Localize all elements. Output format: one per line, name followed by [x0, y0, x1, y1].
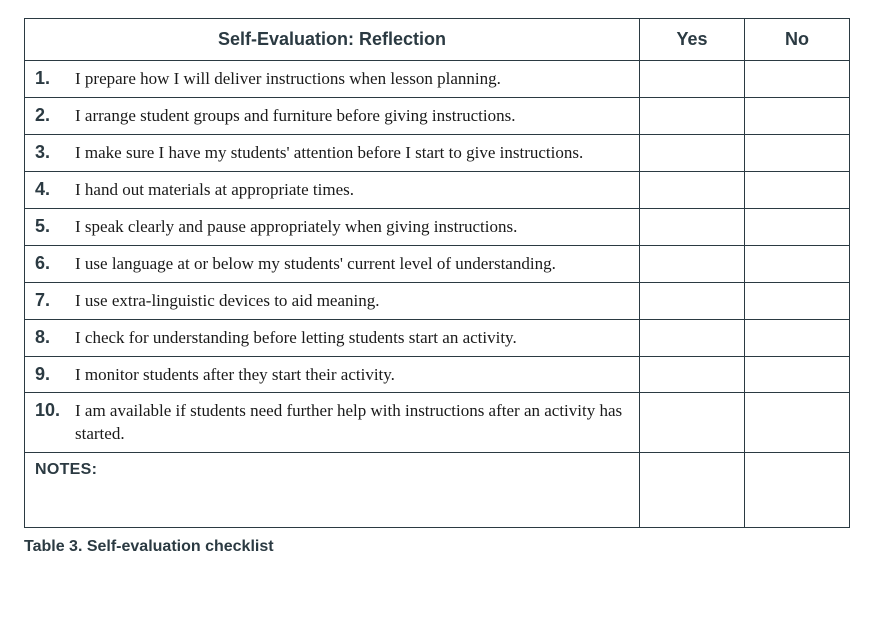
item-cell: 1. I prepare how I will deliver instructi… — [25, 61, 640, 98]
table-row: 8. I check for understanding before letti… — [25, 319, 850, 356]
table-row: 10. I am available if students need furth… — [25, 393, 850, 453]
item-cell: 7. I use extra-linguistic devices to aid … — [25, 282, 640, 319]
item-cell: 10. I am available if students need furth… — [25, 393, 640, 453]
item-text: I arrange student groups and furniture b… — [75, 104, 515, 128]
table-row: 9. I monitor students after they start th… — [25, 356, 850, 393]
table-row: 5. I speak clearly and pause appropriatel… — [25, 208, 850, 245]
notes-label: NOTES: — [35, 461, 97, 478]
item-number: 1. — [35, 67, 69, 90]
item-cell: 4. I hand out materials at appropriate ti… — [25, 171, 640, 208]
yes-cell[interactable] — [640, 134, 745, 171]
table-row: 1. I prepare how I will deliver instructi… — [25, 61, 850, 98]
table-caption: Table 3. Self-evaluation checklist — [24, 538, 850, 556]
no-cell[interactable] — [745, 356, 850, 393]
no-cell[interactable] — [745, 171, 850, 208]
col-header-yes: Yes — [640, 19, 745, 61]
no-cell[interactable] — [745, 245, 850, 282]
item-number: 9. — [35, 363, 69, 386]
yes-cell[interactable] — [640, 97, 745, 134]
table-row: 6. I use language at or below my students… — [25, 245, 850, 282]
no-cell[interactable] — [745, 282, 850, 319]
no-cell[interactable] — [745, 208, 850, 245]
item-text: I monitor students after they start thei… — [75, 363, 395, 387]
col-header-no: No — [745, 19, 850, 61]
item-cell: 3. I make sure I have my students' attent… — [25, 134, 640, 171]
table-title: Self-Evaluation: Reflection — [25, 19, 640, 61]
item-text: I make sure I have my students' attentio… — [75, 141, 583, 165]
item-text: I use language at or below my students' … — [75, 252, 556, 276]
item-text: I speak clearly and pause appropriately … — [75, 215, 517, 239]
no-cell[interactable] — [745, 97, 850, 134]
yes-cell[interactable] — [640, 282, 745, 319]
yes-cell[interactable] — [640, 61, 745, 98]
no-cell[interactable] — [745, 393, 850, 453]
table-header-row: Self-Evaluation: Reflection Yes No — [25, 19, 850, 61]
table-row: 3. I make sure I have my students' attent… — [25, 134, 850, 171]
item-number: 8. — [35, 326, 69, 349]
item-text: I am available if students need further … — [75, 399, 629, 446]
yes-cell[interactable] — [640, 245, 745, 282]
item-text: I prepare how I will deliver instruction… — [75, 67, 501, 91]
yes-cell[interactable] — [640, 453, 745, 528]
item-text: I hand out materials at appropriate time… — [75, 178, 354, 202]
no-cell[interactable] — [745, 134, 850, 171]
yes-cell[interactable] — [640, 356, 745, 393]
item-text: I use extra-linguistic devices to aid me… — [75, 289, 380, 313]
item-number: 6. — [35, 252, 69, 275]
yes-cell[interactable] — [640, 171, 745, 208]
item-cell: 6. I use language at or below my students… — [25, 245, 640, 282]
item-number: 5. — [35, 215, 69, 238]
item-cell: 5. I speak clearly and pause appropriatel… — [25, 208, 640, 245]
table-row: 7. I use extra-linguistic devices to aid … — [25, 282, 850, 319]
item-cell: 8. I check for understanding before letti… — [25, 319, 640, 356]
self-evaluation-table: Self-Evaluation: Reflection Yes No 1. I p… — [24, 18, 850, 528]
item-cell: 2. I arrange student groups and furniture… — [25, 97, 640, 134]
item-number: 3. — [35, 141, 69, 164]
item-number: 4. — [35, 178, 69, 201]
item-cell: 9. I monitor students after they start th… — [25, 356, 640, 393]
item-text: I check for understanding before letting… — [75, 326, 517, 350]
item-number: 7. — [35, 289, 69, 312]
item-number: 10. — [35, 399, 69, 422]
no-cell[interactable] — [745, 319, 850, 356]
notes-cell[interactable]: NOTES: — [25, 453, 640, 528]
table-row: 4. I hand out materials at appropriate ti… — [25, 171, 850, 208]
no-cell[interactable] — [745, 453, 850, 528]
yes-cell[interactable] — [640, 393, 745, 453]
item-number: 2. — [35, 104, 69, 127]
notes-row: NOTES: — [25, 453, 850, 528]
no-cell[interactable] — [745, 61, 850, 98]
yes-cell[interactable] — [640, 319, 745, 356]
table-row: 2. I arrange student groups and furniture… — [25, 97, 850, 134]
yes-cell[interactable] — [640, 208, 745, 245]
table-body: 1. I prepare how I will deliver instructi… — [25, 61, 850, 528]
